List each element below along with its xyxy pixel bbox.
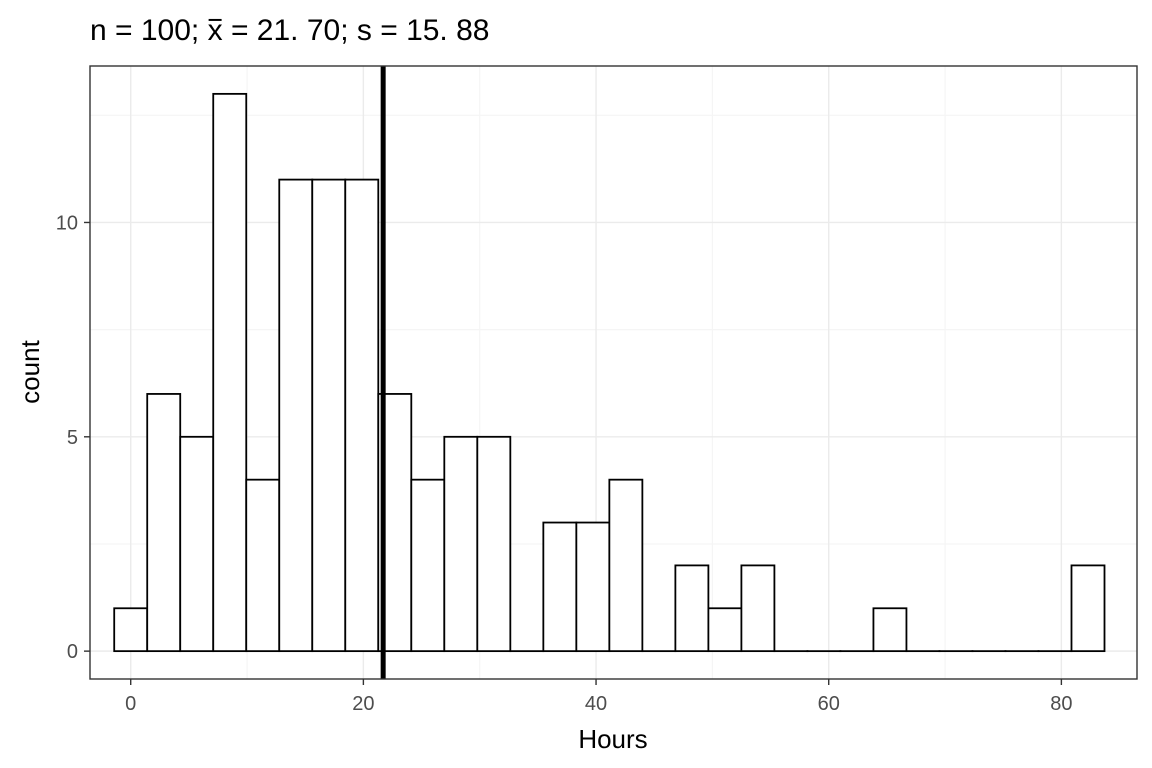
histogram-bar: [542, 521, 578, 653]
histogram-bar: [344, 178, 380, 653]
histogram-bar: [410, 478, 446, 653]
histogram-bar: [245, 478, 281, 653]
panel-border: [89, 65, 1138, 680]
y-tick-label: 0: [67, 641, 78, 663]
histogram-bar: [113, 607, 149, 653]
x-axis-ticks: 0 20 40 60 80: [125, 679, 1073, 715]
histogram-bar: [872, 607, 908, 653]
x-tick-label: 80: [1050, 693, 1072, 715]
histogram-bar: [146, 393, 182, 653]
x-axis-title: Hours: [578, 724, 647, 754]
histogram-bar: [1070, 564, 1106, 653]
chart-title-prefix: n = 100;: [90, 14, 208, 47]
chart-title: n = 100; x = 21. 70; s = 15. 88: [90, 14, 489, 47]
y-axis-title: count: [15, 339, 45, 403]
histogram-bar: [212, 92, 248, 653]
histogram-bar: [707, 607, 743, 653]
histogram-bars: [113, 92, 1106, 653]
y-tick-label: 10: [56, 212, 78, 234]
histogram-bar: [740, 564, 776, 653]
x-tick-label: 40: [585, 693, 607, 715]
histogram-bar: [476, 435, 512, 653]
histogram-bar: [575, 521, 611, 653]
x-tick-label: 60: [818, 693, 840, 715]
histogram-bar: [443, 435, 479, 653]
histogram-bar: [179, 435, 215, 653]
chart-title-rest: = 21. 70; s = 15. 88: [223, 14, 490, 47]
y-tick-label: 5: [67, 427, 78, 449]
y-axis-ticks: 0 5 10: [56, 212, 90, 663]
x-tick-label: 0: [125, 693, 136, 715]
histogram-bar: [278, 178, 314, 653]
x-tick-label: 20: [352, 693, 374, 715]
histogram-bar: [311, 178, 347, 653]
histogram-bar: [674, 564, 710, 653]
histogram-bar: [608, 478, 644, 653]
chart-title-mean-symbol: x: [208, 14, 223, 47]
